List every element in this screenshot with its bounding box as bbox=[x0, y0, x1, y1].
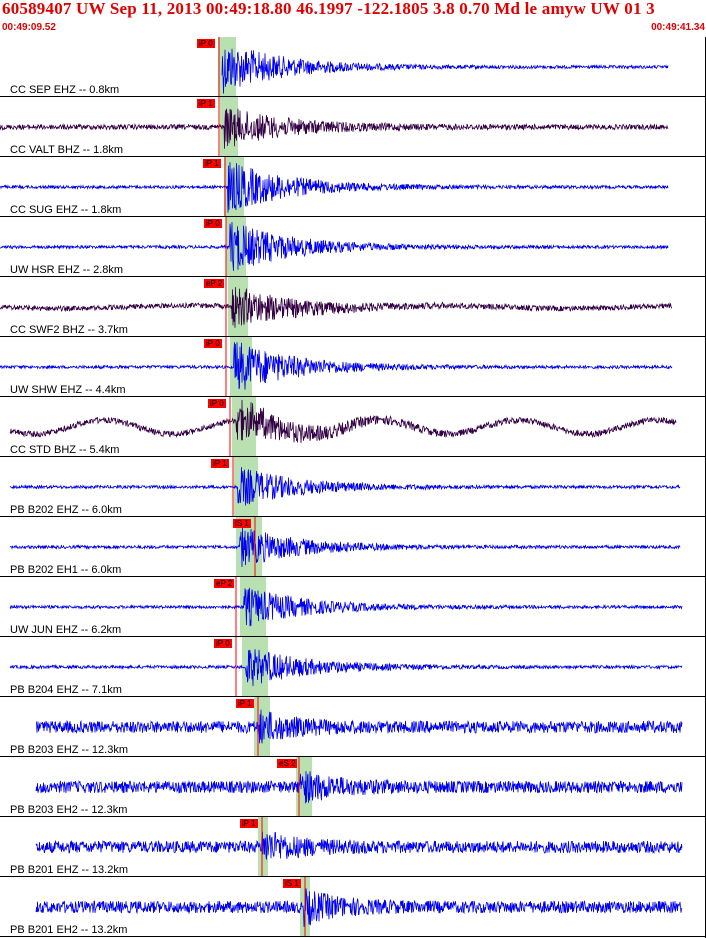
waveform-trace bbox=[9, 467, 681, 506]
phase-pick-label[interactable]: iP 1 bbox=[203, 159, 221, 168]
record-header: 60589407 UW Sep 11, 2013 00:49:18.80 46.… bbox=[0, 0, 706, 37]
waveform-trace bbox=[35, 709, 683, 744]
station-label: CC SEP EHZ -- 0.8km bbox=[10, 84, 120, 96]
phase-pick-label[interactable]: iP 1 bbox=[236, 699, 254, 708]
pick-window bbox=[226, 217, 246, 277]
phase-pick-label[interactable]: iP 0 bbox=[208, 399, 226, 408]
waveform-trace bbox=[0, 162, 669, 213]
station-label: CC STD BHZ -- 5.4km bbox=[10, 444, 120, 456]
station-label: PB B203 EH2 -- 12.3km bbox=[10, 804, 128, 816]
station-label: PB B202 EH1 -- 6.0km bbox=[10, 564, 122, 576]
phase-pick-label[interactable]: iP 1 bbox=[240, 819, 258, 828]
phase-pick-label[interactable]: iP 1 bbox=[197, 99, 215, 108]
waveform-trace bbox=[9, 587, 683, 627]
phase-pick-label[interactable]: iP 1 bbox=[211, 459, 229, 468]
phase-pick-label[interactable]: iS 1 bbox=[283, 879, 301, 888]
waveform-trace bbox=[221, 48, 669, 94]
waveform-trace bbox=[0, 222, 669, 271]
event-title: 60589407 UW Sep 11, 2013 00:49:18.80 46.… bbox=[2, 0, 655, 18]
station-label: PB B201 EH2 -- 13.2km bbox=[10, 924, 128, 936]
waveform-canvas bbox=[0, 37, 706, 938]
station-label: PB B203 EHZ -- 12.3km bbox=[10, 744, 128, 756]
station-label: CC VALT BHZ -- 1.8km bbox=[10, 144, 124, 156]
waveform-trace bbox=[9, 527, 681, 568]
station-label: PB B201 EHZ -- 13.2km bbox=[10, 864, 128, 876]
station-label: CC SUG EHZ -- 1.8km bbox=[10, 204, 122, 216]
waveform-trace bbox=[9, 399, 677, 443]
station-label: UW JUN EHZ -- 6.2km bbox=[10, 624, 122, 636]
station-label: UW SHW EHZ -- 4.4km bbox=[10, 384, 126, 396]
waveform-trace bbox=[0, 342, 673, 390]
phase-pick-label[interactable]: iP 0 bbox=[214, 639, 232, 648]
pick-window bbox=[296, 757, 312, 817]
phase-pick-label[interactable]: eS 2 bbox=[277, 759, 298, 768]
phase-pick-label[interactable]: iP 0 bbox=[197, 39, 215, 48]
waveform-trace bbox=[35, 888, 683, 927]
station-label: UW HSR EHZ -- 2.8km bbox=[10, 264, 124, 276]
station-label: CC SWF2 BHZ -- 3.7km bbox=[10, 324, 128, 336]
start-time: 00:49:09.52 bbox=[2, 22, 56, 33]
waveform-trace bbox=[9, 649, 683, 687]
station-label: PB B204 EHZ -- 7.1km bbox=[10, 684, 122, 696]
phase-pick-label[interactable]: iP 0 bbox=[204, 339, 222, 348]
phase-pick-label[interactable]: eP 2 bbox=[204, 279, 225, 288]
end-time: 00:49:41.34 bbox=[651, 22, 705, 33]
waveform-trace bbox=[0, 108, 669, 149]
seismogram-panel[interactable]: CC SEP EHZ -- 0.8km iP 0 CC VALT BHZ -- 1.… bbox=[0, 37, 706, 938]
phase-pick-label[interactable]: eP 2 bbox=[214, 579, 235, 588]
waveform-trace bbox=[35, 831, 683, 860]
waveform-trace bbox=[35, 771, 683, 804]
waveform-trace bbox=[0, 287, 673, 328]
station-label: PB B202 EHZ -- 6.0km bbox=[10, 504, 122, 516]
phase-pick-label[interactable]: iP 0 bbox=[204, 219, 222, 228]
phase-pick-label[interactable]: iS 1 bbox=[233, 519, 251, 528]
